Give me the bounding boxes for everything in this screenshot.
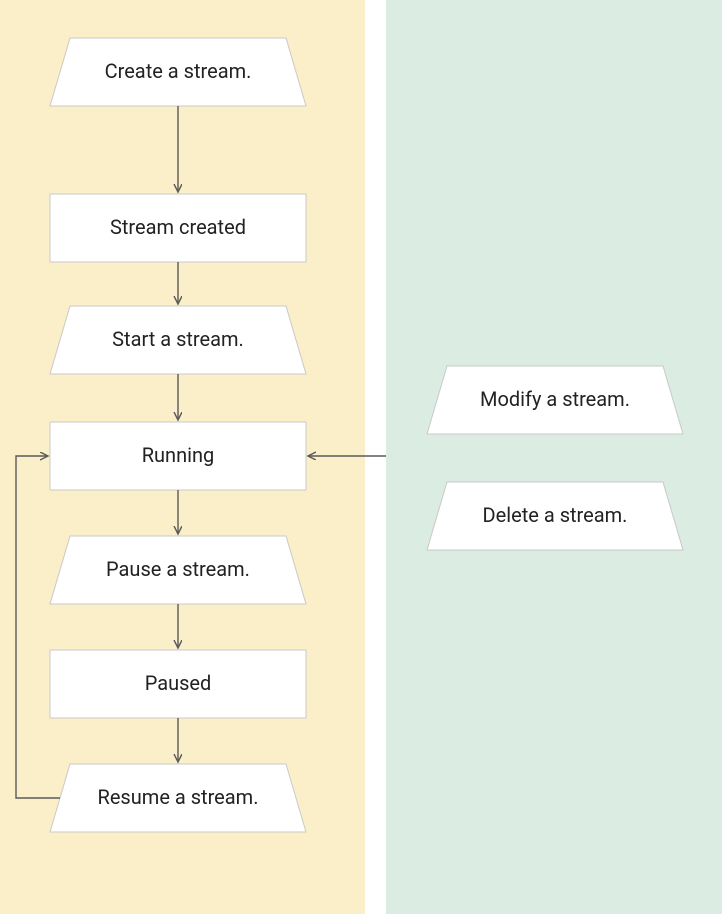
flowchart-canvas: Create a stream.Stream createdStart a st… bbox=[0, 0, 722, 914]
edge bbox=[16, 456, 60, 798]
node-delete bbox=[427, 482, 683, 550]
node-created bbox=[50, 194, 306, 262]
flowchart-svg bbox=[0, 0, 722, 914]
node-paused bbox=[50, 650, 306, 718]
node-resume bbox=[50, 764, 306, 832]
node-running bbox=[50, 422, 306, 490]
node-pause bbox=[50, 536, 306, 604]
node-create bbox=[50, 38, 306, 106]
node-modify bbox=[427, 366, 683, 434]
node-start bbox=[50, 306, 306, 374]
